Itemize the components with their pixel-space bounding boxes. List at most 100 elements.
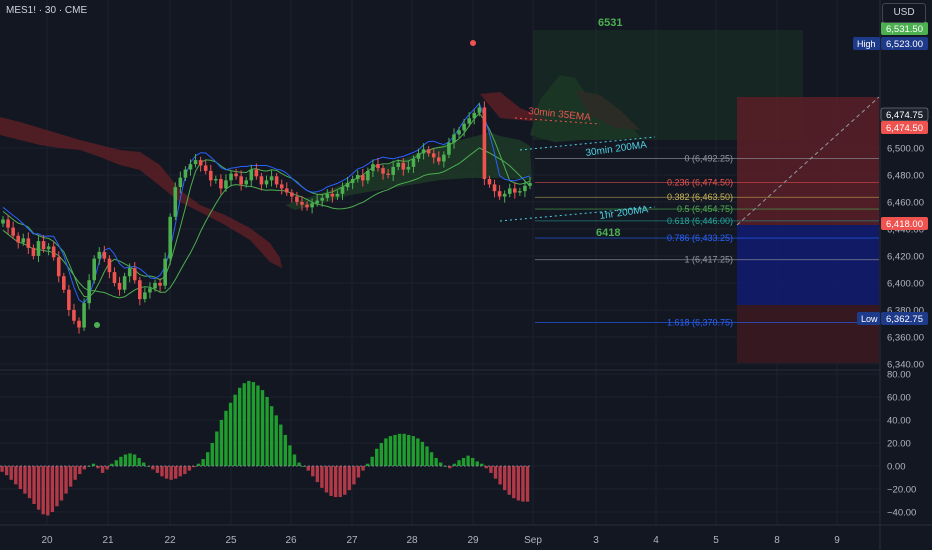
candle-body [442,154,446,162]
candle-body [315,200,319,204]
osc-bar [260,390,265,466]
candle-body [477,107,482,113]
osc-bar [475,461,479,466]
oscillator-histogram [0,380,530,516]
candle-body [51,246,56,258]
osc-bar [119,456,123,466]
osc-bar [9,466,13,480]
candle-body [173,187,178,217]
osc-bar [384,438,388,466]
candle-body [82,303,86,328]
candle-body [158,282,162,286]
symbol-title[interactable]: MES1! · 30 · CME [6,5,88,16]
candle-body [178,177,183,188]
time-tick: 22 [164,535,176,546]
osc-bar [425,446,429,466]
osc-bar [306,466,310,471]
candle-body [320,197,325,201]
axis-tag-6531: 6,531.50 [886,24,923,35]
candle-body [482,107,487,179]
candle-body [153,282,157,289]
osc-bar [91,463,96,466]
osc-bar [32,466,36,504]
osc-bar [375,448,379,466]
osc-tick: 0.00 [887,462,906,473]
osc-bar [288,445,292,466]
osc-bar [292,454,297,466]
time-tick: 4 [653,535,659,546]
osc-bar [114,460,118,466]
osc-bar [493,466,498,479]
osc-bar [279,424,283,466]
candle-body [41,241,46,250]
price-axis[interactable]: 6,500.006,480.006,460.006,440.006,420.00… [853,0,929,550]
candle-body [371,164,375,171]
candle-body [239,176,243,185]
candle-body [1,219,5,224]
time-axis[interactable]: 20 21 22 25 26 27 28 29 Sep 3 4 5 8 9 [41,535,840,546]
candle-body [355,174,360,179]
osc-bar [274,415,278,466]
osc-bar [379,443,383,466]
candle-body [421,149,426,154]
axis-tag-last-price: 6,474.50 [886,123,923,134]
ma200-1h-ray [499,206,656,222]
candle-body [512,188,517,193]
osc-bar [169,466,173,480]
candle-body [518,191,522,193]
candle-body [264,180,269,185]
osc-tick: 20.00 [887,439,911,450]
candle-body [426,149,431,154]
osc-bar [219,420,224,466]
candle-body [325,193,330,198]
candle-body [92,258,97,281]
osc-bar [269,406,274,466]
candle-body [523,185,527,192]
candle-body [183,169,188,178]
osc-bar [525,466,530,502]
low-marker [94,322,100,328]
osc-bar [151,466,155,470]
osc-bar [324,466,329,493]
osc-bar [18,466,23,489]
osc-bar [256,385,260,466]
time-tick: 29 [467,535,479,546]
osc-bar [343,466,347,495]
candle-body [229,173,233,181]
candle-body [122,276,127,290]
osc-bar [498,466,502,485]
price-axis-ticks: 6,500.006,480.006,460.006,440.006,420.00… [887,143,924,518]
osc-bar [46,466,50,516]
candle-body [502,193,507,197]
high-tag-label: High [857,39,876,49]
candle-body [168,216,173,259]
fib-levels: 0 (6,492.25) 0.236 (6,474.50) 0.382 (6,463… [535,153,879,327]
candle-body [193,160,198,165]
ema35-ray [514,117,601,125]
osc-bar [448,466,452,469]
price-tick: 6,480.00 [887,170,924,181]
candle-body [107,258,112,273]
candle-body [295,196,299,202]
osc-bar [521,466,525,502]
osc-bar [338,466,342,498]
candle-body [406,166,411,170]
candle-body [56,257,61,277]
osc-bar [64,466,68,494]
fib-label: 0.786 (6,433.25) [667,233,733,243]
osc-tick: −20.00 [887,485,916,496]
osc-bar [155,466,160,473]
candle-body [117,282,122,290]
candle-body [492,184,497,192]
osc-bar [73,466,77,480]
osc-tick: 60.00 [887,393,911,404]
currency-button[interactable]: USD [882,3,926,23]
candle-body [234,173,238,177]
candle-body [163,258,167,286]
osc-bar [123,454,128,466]
candles [1,101,532,334]
price-tick: 6,380.00 [887,305,924,316]
candle-body [138,280,142,300]
osc-bar [407,434,411,466]
